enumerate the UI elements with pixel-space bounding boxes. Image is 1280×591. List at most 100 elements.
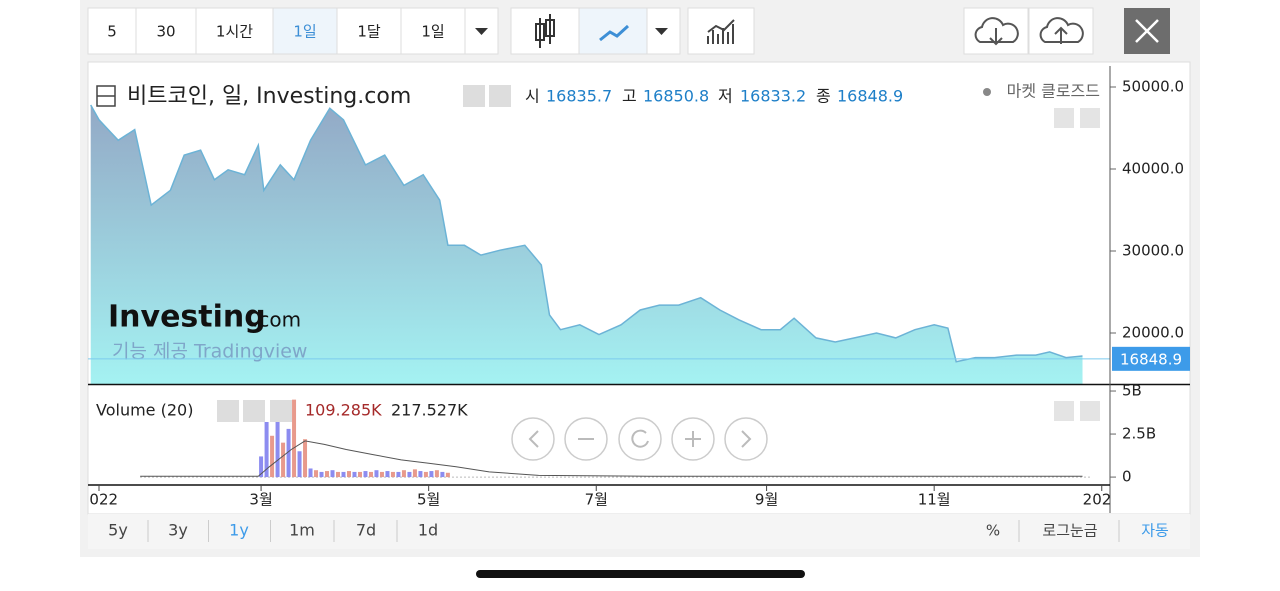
volume-bar (363, 471, 368, 478)
y-tick-label: 20000.0 (1122, 323, 1184, 341)
last-price-label: 16848.9 (1120, 350, 1182, 368)
interval-label: 1시간 (216, 23, 253, 41)
range-button[interactable]: 1d (418, 521, 438, 540)
volume-bar (401, 470, 406, 478)
interval-button[interactable] (336, 7, 402, 55)
footer-bar (88, 514, 1190, 549)
ohlc-value: 16850.8 (643, 87, 709, 106)
volume-ma-line (140, 440, 1083, 477)
ohlc-label: 시 (525, 87, 540, 106)
chart-title: 비트코인, 일, Investing.com (127, 84, 411, 109)
ohlc-label: 고 (622, 87, 637, 106)
header-icon[interactable] (243, 400, 265, 422)
volume-bar (303, 439, 308, 478)
volume-bar (374, 470, 379, 478)
header-icon[interactable] (217, 400, 239, 422)
volume-bar (330, 470, 335, 478)
interval-label: 1일 (293, 23, 316, 41)
volume-readout: 109.285K (305, 401, 382, 420)
cloud-icon (974, 17, 1019, 43)
y-tick-label: 0 (1122, 468, 1132, 486)
volume-bar (357, 471, 362, 478)
volume-bar (445, 472, 450, 478)
interval-button[interactable] (87, 7, 137, 55)
watermark-suffix: .com (252, 308, 301, 332)
status-dot (983, 88, 991, 96)
indicator-icon (707, 19, 735, 44)
last-price-box (1112, 346, 1190, 371)
nav-icon (685, 431, 701, 447)
x-tick-label: 11월 (918, 491, 951, 509)
y-tick-label: 2.5B (1122, 425, 1156, 443)
range-button[interactable]: 1y (229, 521, 249, 540)
volume-bar (319, 471, 324, 478)
nav-button[interactable] (724, 417, 768, 461)
volume-bar (259, 456, 264, 478)
volume-title: Volume (20) (96, 401, 193, 420)
price-line (90, 104, 1083, 363)
volume-bar (429, 471, 434, 478)
volume-bar (308, 468, 313, 478)
volume-bar (292, 399, 297, 478)
volume-bar (264, 422, 269, 478)
pane-button[interactable] (1054, 401, 1074, 421)
volume-bar (385, 471, 390, 478)
pane-button[interactable] (1054, 108, 1074, 128)
cloud-arrow (1054, 26, 1068, 44)
chart-type-button[interactable] (578, 7, 648, 55)
volume-bar (314, 470, 319, 478)
volume-bar (341, 471, 346, 478)
y-tick-label: 5B (1122, 382, 1142, 400)
interval-button[interactable] (272, 7, 338, 55)
volume-bar (440, 471, 445, 478)
dropdown-arrow (655, 28, 668, 35)
line-icon (599, 24, 630, 42)
volume-bar (281, 442, 286, 478)
volume-bar (379, 471, 384, 478)
pane-button[interactable] (1080, 401, 1100, 421)
interval-button[interactable] (135, 7, 197, 55)
nav-button[interactable] (618, 417, 662, 461)
nav-icon (528, 430, 539, 448)
y-tick-label: 50000.0 (1122, 77, 1184, 95)
volume-bar (396, 471, 401, 478)
volume-bar (297, 451, 302, 478)
range-button[interactable]: 1m (289, 521, 315, 540)
nav-button[interactable] (511, 417, 555, 461)
x-tick-label: 7월 (585, 491, 608, 509)
interval-label: 1일 (421, 23, 444, 41)
scale-option[interactable]: 로그눈금 (1042, 522, 1097, 540)
header-icon[interactable] (463, 85, 485, 107)
ohlc-value: 16833.2 (740, 87, 806, 106)
range-button[interactable]: 3y (168, 521, 188, 540)
cloud-icon (1039, 17, 1084, 43)
scale-option[interactable]: 자동 (1141, 522, 1169, 540)
volume-bar (434, 470, 439, 478)
volume-bar (336, 471, 341, 478)
price-area (90, 105, 1083, 384)
ohlc-value: 16848.9 (837, 87, 903, 106)
indicator-button[interactable] (687, 7, 755, 55)
x-tick-label: 9월 (755, 491, 778, 509)
ohlc-label: 종 (816, 87, 831, 106)
scale-option[interactable]: % (986, 522, 1000, 540)
header-icon[interactable] (270, 400, 292, 422)
x-tick-label: 2023 (1083, 491, 1121, 509)
market-status: 마켓 클로즈드 (1007, 82, 1100, 101)
home-indicator (476, 570, 805, 578)
pane-button[interactable] (1080, 108, 1100, 128)
range-button[interactable]: 7d (356, 521, 376, 540)
volume-bar (352, 471, 357, 478)
volume-readout: 217.527K (391, 401, 468, 420)
y-tick-label: 40000.0 (1122, 159, 1184, 177)
dropdown-arrow (475, 28, 488, 35)
range-button[interactable]: 5y (108, 521, 128, 540)
close-icon (1135, 19, 1159, 43)
interval-label: 1달 (357, 23, 381, 41)
volume-bar (325, 471, 330, 478)
interval-button[interactable] (195, 7, 274, 55)
header-icon[interactable] (489, 85, 511, 107)
cloud-arrow (989, 28, 1003, 46)
x-tick-label: 2022 (80, 491, 118, 509)
interval-label: 30 (156, 23, 175, 41)
